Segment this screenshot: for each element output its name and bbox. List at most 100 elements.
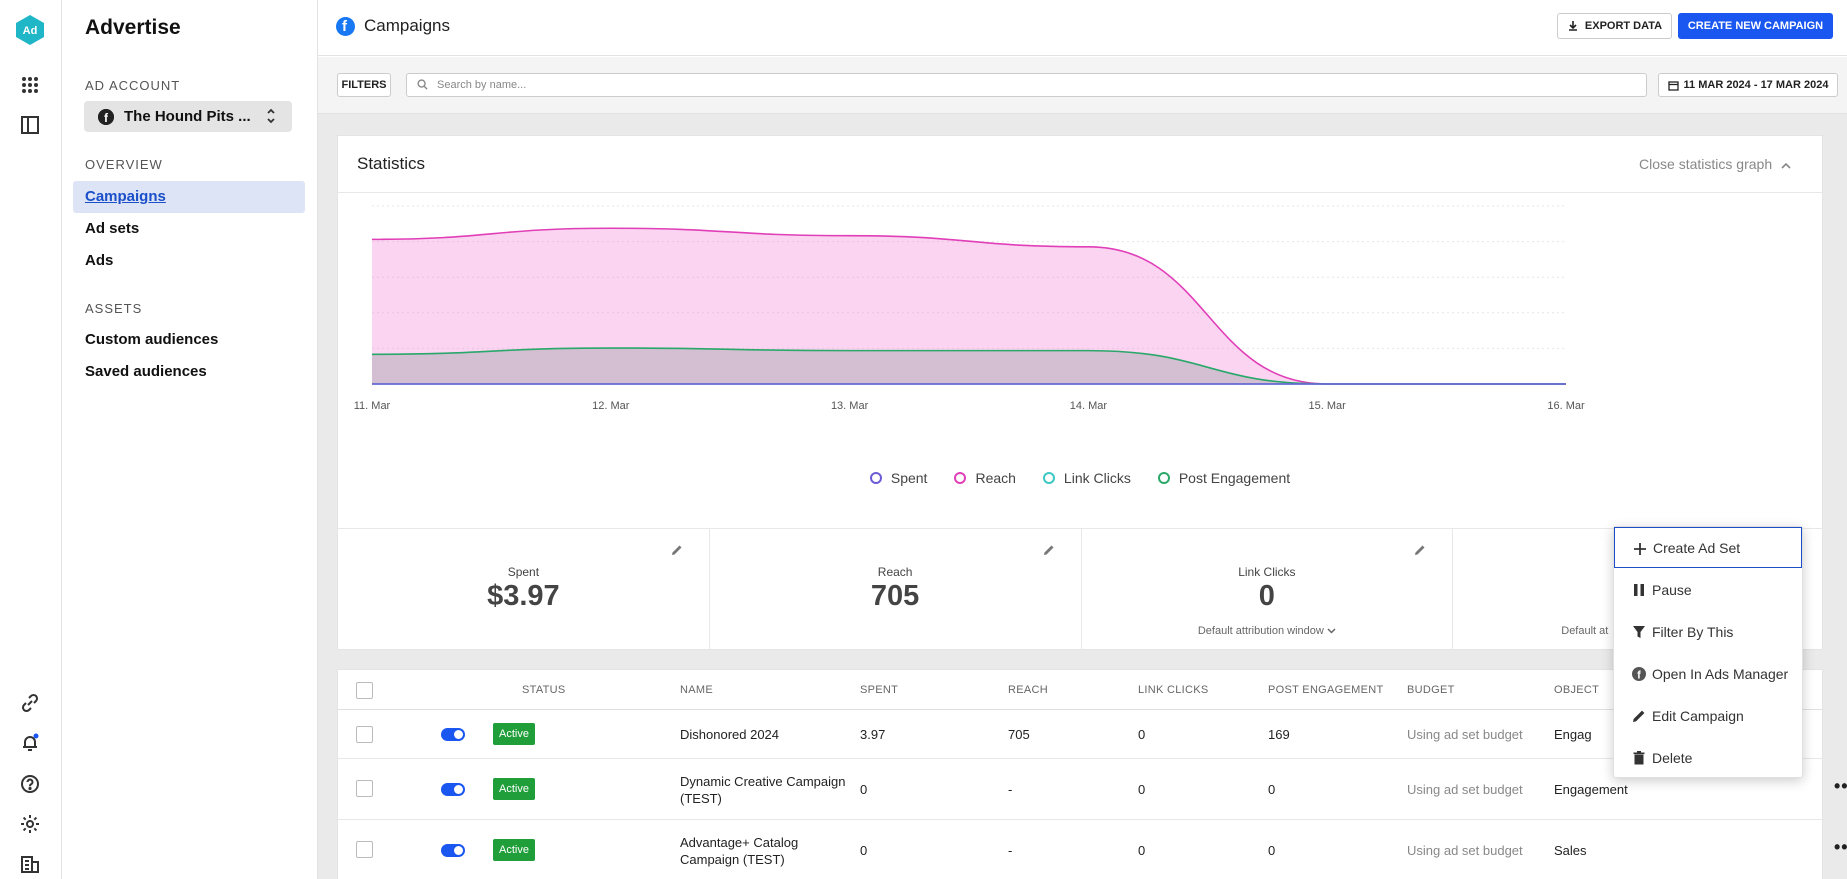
legend-item-spent[interactable]: Spent: [869, 470, 928, 486]
search-input[interactable]: Search by name...: [406, 73, 1647, 97]
select-all-checkbox[interactable]: [356, 682, 373, 699]
sidebar-item-ads[interactable]: Ads: [85, 252, 114, 269]
chevron-up-down-icon: [266, 107, 276, 126]
table-row[interactable]: Active Dishonored 2024 3.97 705 0 169 Us…: [338, 710, 1822, 759]
status-badge: Active: [493, 778, 535, 800]
icon-rail: Ad: [0, 0, 62, 879]
collapse-sidebar-icon[interactable]: [17, 112, 43, 138]
edit-pencil-icon[interactable]: [670, 543, 684, 557]
top-bar: Campaigns EXPORT DATA CREATE NEW CAMPAIG…: [318, 0, 1847, 56]
status-toggle[interactable]: [441, 728, 465, 741]
menu-item-pause[interactable]: Pause: [1614, 569, 1802, 611]
search-placeholder: Search by name...: [437, 79, 527, 91]
sidebar-item-saved-audiences[interactable]: Saved audiences: [85, 363, 207, 380]
filter-icon: [1633, 626, 1645, 638]
campaign-name[interactable]: Dynamic Creative Campaign (TEST): [680, 774, 846, 806]
chevron-up-icon: [1781, 162, 1791, 169]
campaign-name[interactable]: Dishonored 2024: [680, 727, 780, 742]
menu-item-label: Filter By This: [1652, 624, 1734, 640]
attribution-label: Default attribution window: [1197, 625, 1324, 637]
row-checkbox[interactable]: [356, 780, 373, 797]
legend-item-post-engagement[interactable]: Post Engagement: [1157, 470, 1290, 486]
cell-link-clicks: 0: [1138, 782, 1146, 797]
cell-spent: 3.97: [860, 727, 886, 742]
link-icon[interactable]: [17, 690, 43, 716]
sidebar-item-ad-sets[interactable]: Ad sets: [85, 220, 140, 237]
calendar-icon: [1667, 80, 1679, 91]
statistics-chart: 11. Mar 12. Mar 13. Mar 14. Mar 15. Mar 16. M…: [354, 205, 1585, 412]
organization-icon[interactable]: [17, 851, 43, 877]
attribution-window-dropdown[interactable]: Default attribution window: [1082, 625, 1453, 637]
legend-label-reach: Reach: [975, 470, 1016, 486]
cell-post-engagement: 0: [1268, 843, 1276, 858]
settings-gear-icon[interactable]: [17, 811, 43, 837]
x-tick-label: 12. Mar: [592, 400, 630, 412]
chart-legend: Spent Reach Link Clicks Post Engagement: [338, 470, 1822, 486]
status-toggle[interactable]: [441, 844, 465, 857]
menu-item-create-ad-set[interactable]: Create Ad Set: [1614, 527, 1802, 568]
status-toggle[interactable]: [441, 783, 465, 796]
column-header-post-engagement[interactable]: POST ENGAGEMENT: [1268, 684, 1384, 696]
ad-account-section-label: AD ACCOUNT: [85, 78, 181, 93]
date-range-picker[interactable]: 11 MAR 2024 - 17 MAR 2024: [1658, 73, 1838, 97]
menu-item-open-in-ads-manager[interactable]: f Open In Ads Manager: [1614, 653, 1802, 695]
legend-item-reach[interactable]: Reach: [954, 470, 1016, 486]
export-data-button[interactable]: EXPORT DATA: [1557, 13, 1672, 39]
cell-budget: Using ad set budget: [1407, 782, 1523, 797]
table-row[interactable]: Active Dynamic Creative Campaign (TEST) …: [338, 759, 1847, 820]
filter-bar: FILTERS Search by name... 11 MAR 2024 - …: [318, 57, 1847, 114]
legend-marker-link-clicks: [1042, 472, 1055, 484]
notifications-bell-icon[interactable]: [17, 730, 43, 756]
row-checkbox[interactable]: [356, 726, 373, 743]
metric-value: $3.97: [487, 580, 560, 612]
create-new-campaign-button[interactable]: CREATE NEW CAMPAIGN: [1678, 13, 1833, 39]
close-statistics-graph-button[interactable]: Close statistics graph: [1639, 156, 1791, 172]
attribution-window-dropdown[interactable]: Default at: [1561, 625, 1609, 637]
column-header-spent[interactable]: SPENT: [860, 684, 899, 696]
metric-value: 0: [1258, 580, 1275, 612]
menu-item-label: Open In Ads Manager: [1652, 666, 1789, 682]
row-checkbox[interactable]: [356, 841, 373, 858]
table-header: STATUS NAME SPENT REACH LINK CLICKS POST…: [338, 670, 1822, 710]
legend-label-spent: Spent: [890, 470, 928, 486]
menu-item-delete[interactable]: Delete: [1614, 737, 1802, 779]
close-statistics-label: Close statistics graph: [1639, 156, 1773, 172]
column-header-link-clicks[interactable]: LINK CLICKS: [1138, 684, 1209, 696]
filters-button[interactable]: FILTERS: [337, 73, 391, 97]
row-more-options-icon[interactable]: •••: [1834, 776, 1847, 796]
cell-reach: -: [1008, 843, 1013, 858]
apps-grid-icon[interactable]: [17, 72, 43, 98]
app-title: Advertise: [85, 16, 181, 39]
status-badge: Active: [493, 723, 535, 745]
ad-account-selector[interactable]: f The Hound Pits ...: [84, 101, 292, 132]
cell-spent: 0: [860, 843, 868, 858]
column-header-budget[interactable]: BUDGET: [1407, 684, 1455, 696]
app-logo-text: Ad: [23, 25, 38, 37]
help-icon[interactable]: [17, 771, 43, 797]
ad-account-name: The Hound Pits ...: [124, 108, 251, 125]
column-header-objective[interactable]: OBJECT: [1554, 684, 1600, 696]
series-area-post-engagement: [372, 348, 1566, 384]
cell-reach: 705: [1008, 727, 1030, 742]
sidebar-item-custom-audiences[interactable]: Custom audiences: [85, 331, 219, 348]
edit-pencil-icon[interactable]: [1413, 543, 1427, 557]
status-badge: Active: [493, 839, 535, 861]
app-logo[interactable]: Ad: [16, 15, 44, 45]
facebook-icon: f: [98, 108, 114, 125]
row-more-options-icon[interactable]: •••: [1834, 837, 1847, 857]
page-title: Campaigns: [336, 16, 450, 36]
sidebar-item-campaigns[interactable]: Campaigns: [73, 181, 305, 213]
table-row[interactable]: Active Advantage+ Catalog Campaign (TEST…: [338, 820, 1847, 879]
download-icon: [1568, 21, 1577, 31]
svg-text:f: f: [1637, 670, 1641, 682]
column-header-reach[interactable]: REACH: [1008, 684, 1049, 696]
facebook-icon: [336, 16, 355, 36]
menu-item-edit-campaign[interactable]: Edit Campaign: [1614, 695, 1802, 737]
campaign-name[interactable]: Advantage+ Catalog Campaign (TEST): [680, 835, 799, 867]
legend-item-link-clicks[interactable]: Link Clicks: [1042, 470, 1131, 486]
column-header-name[interactable]: NAME: [680, 684, 713, 696]
column-header-status[interactable]: STATUS: [522, 684, 566, 696]
menu-item-filter-by-this[interactable]: Filter By This: [1614, 611, 1802, 653]
edit-pencil-icon[interactable]: [1042, 543, 1056, 557]
menu-item-label: Delete: [1652, 750, 1693, 766]
